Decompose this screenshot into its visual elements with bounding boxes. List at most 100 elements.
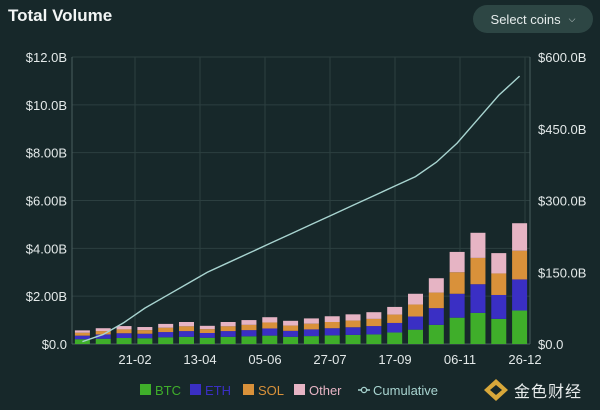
left-axis-tick-label: $6.00B bbox=[26, 194, 67, 209]
bar-sol bbox=[283, 325, 299, 331]
bar-btc bbox=[449, 317, 465, 344]
right-axis-tick-label: $450.0B bbox=[538, 122, 586, 137]
bar-btc bbox=[283, 336, 299, 344]
bar-other bbox=[116, 326, 132, 330]
select-coins-button[interactable]: Select coins ⌵ bbox=[473, 5, 593, 33]
bar-btc bbox=[345, 334, 361, 344]
bar-eth bbox=[387, 322, 403, 333]
bar-other bbox=[491, 253, 507, 274]
bar-eth bbox=[179, 331, 194, 337]
x-axis-tick-label: 13-04 bbox=[183, 352, 216, 367]
legend-swatch-other bbox=[294, 384, 305, 395]
bar-other bbox=[137, 327, 153, 331]
bar-sol bbox=[408, 304, 423, 317]
bar-other bbox=[179, 322, 194, 327]
bar-eth bbox=[324, 328, 340, 336]
bar-btc bbox=[179, 336, 194, 344]
bar-eth bbox=[283, 330, 299, 337]
bar-btc bbox=[137, 338, 153, 344]
bar-sol bbox=[199, 329, 215, 333]
chevron-down-icon: ⌵ bbox=[568, 13, 576, 24]
bar-btc bbox=[74, 339, 90, 344]
bar-sol bbox=[95, 331, 111, 335]
x-axis-tick-label: 27-07 bbox=[313, 352, 346, 367]
legend-swatch-eth bbox=[190, 384, 201, 395]
bar-other bbox=[387, 306, 403, 315]
bar-eth bbox=[449, 293, 465, 318]
chart-title: Total Volume bbox=[8, 6, 113, 25]
bar-other bbox=[470, 232, 486, 258]
right-axis-tick-label: $150.0B bbox=[538, 265, 586, 280]
bar-eth bbox=[220, 331, 236, 337]
bar-btc bbox=[428, 324, 444, 344]
bar-other bbox=[158, 323, 174, 328]
bar-btc bbox=[241, 336, 257, 344]
bar-other bbox=[512, 223, 528, 251]
bar-btc bbox=[158, 337, 174, 344]
bar-eth bbox=[366, 326, 382, 335]
x-axis-tick-label: 06-11 bbox=[444, 352, 476, 367]
bar-eth bbox=[345, 327, 361, 335]
bar-sol bbox=[512, 250, 528, 280]
bar-sol bbox=[220, 326, 236, 332]
watermark-text: 金色财经 bbox=[514, 382, 583, 401]
x-axis-tick-label: 17-09 bbox=[378, 352, 411, 367]
jinse-logo-icon bbox=[484, 379, 508, 401]
bar-eth bbox=[491, 294, 507, 319]
bar-other bbox=[408, 293, 423, 305]
bar-eth bbox=[408, 316, 423, 330]
right-axis: $0.0 $150.0B $300.0B $450.0B $600.0B bbox=[538, 50, 586, 352]
bar-sol bbox=[449, 272, 465, 294]
bar-btc bbox=[512, 310, 528, 344]
right-axis-tick-label: $300.0B bbox=[538, 194, 586, 209]
bar-other bbox=[95, 328, 111, 332]
bar-eth bbox=[470, 284, 486, 313]
bar-sol bbox=[74, 332, 90, 336]
bar-eth bbox=[512, 279, 528, 311]
bar-sol bbox=[387, 314, 403, 323]
bar-other bbox=[324, 316, 340, 322]
bar-eth bbox=[158, 332, 174, 338]
cumulative-line bbox=[82, 75, 521, 343]
legend-marker-cumulative bbox=[360, 386, 368, 394]
right-axis-tick-label: $600.0B bbox=[538, 50, 586, 65]
bar-eth bbox=[74, 335, 90, 340]
bar-other bbox=[366, 312, 382, 319]
legend-swatch-sol bbox=[243, 384, 254, 395]
bar-other bbox=[428, 278, 444, 293]
bar-btc bbox=[116, 338, 132, 344]
bar-btc bbox=[324, 335, 340, 344]
bar-eth bbox=[428, 308, 444, 325]
bar-btc bbox=[491, 318, 507, 344]
chart-legend: BTC ETH SOL Other Cumulative bbox=[140, 383, 438, 398]
bar-sol bbox=[428, 292, 444, 309]
x-axis-tick-label: 26-12 bbox=[508, 352, 541, 367]
bar-sol bbox=[324, 322, 340, 329]
bar-other bbox=[74, 330, 90, 333]
x-axis: 21-02 13-04 05-06 27-07 17-09 06-11 26-12 bbox=[118, 352, 541, 367]
legend-label-other: Other bbox=[309, 383, 342, 398]
chart-cumulative bbox=[82, 75, 521, 343]
x-axis-tick-label: 05-06 bbox=[248, 352, 281, 367]
bar-sol bbox=[470, 257, 486, 285]
left-axis-tick-label: $10.0B bbox=[26, 98, 67, 113]
bar-sol bbox=[366, 318, 382, 327]
bar-other bbox=[220, 322, 236, 327]
bar-eth bbox=[199, 333, 215, 338]
bar-eth bbox=[116, 333, 132, 339]
watermark: 金色财经 bbox=[483, 378, 582, 402]
bar-sol bbox=[179, 326, 194, 332]
legend-label-sol: SOL bbox=[258, 383, 284, 398]
bar-other bbox=[241, 320, 257, 325]
left-axis-tick-label: $2.00B bbox=[26, 289, 67, 304]
bar-other bbox=[262, 317, 278, 323]
legend-label-btc: BTC bbox=[155, 383, 181, 398]
x-axis-tick-label: 21-02 bbox=[118, 352, 151, 367]
bar-sol bbox=[158, 327, 174, 333]
bar-other bbox=[303, 318, 319, 324]
bar-btc bbox=[366, 334, 382, 344]
bar-btc bbox=[199, 337, 215, 344]
bar-eth bbox=[303, 329, 319, 337]
bar-btc bbox=[408, 329, 423, 344]
